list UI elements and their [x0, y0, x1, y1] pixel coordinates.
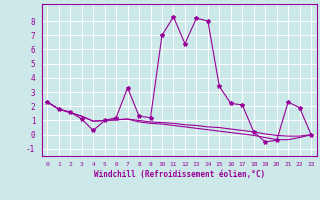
X-axis label: Windchill (Refroidissement éolien,°C): Windchill (Refroidissement éolien,°C) [94, 170, 265, 179]
